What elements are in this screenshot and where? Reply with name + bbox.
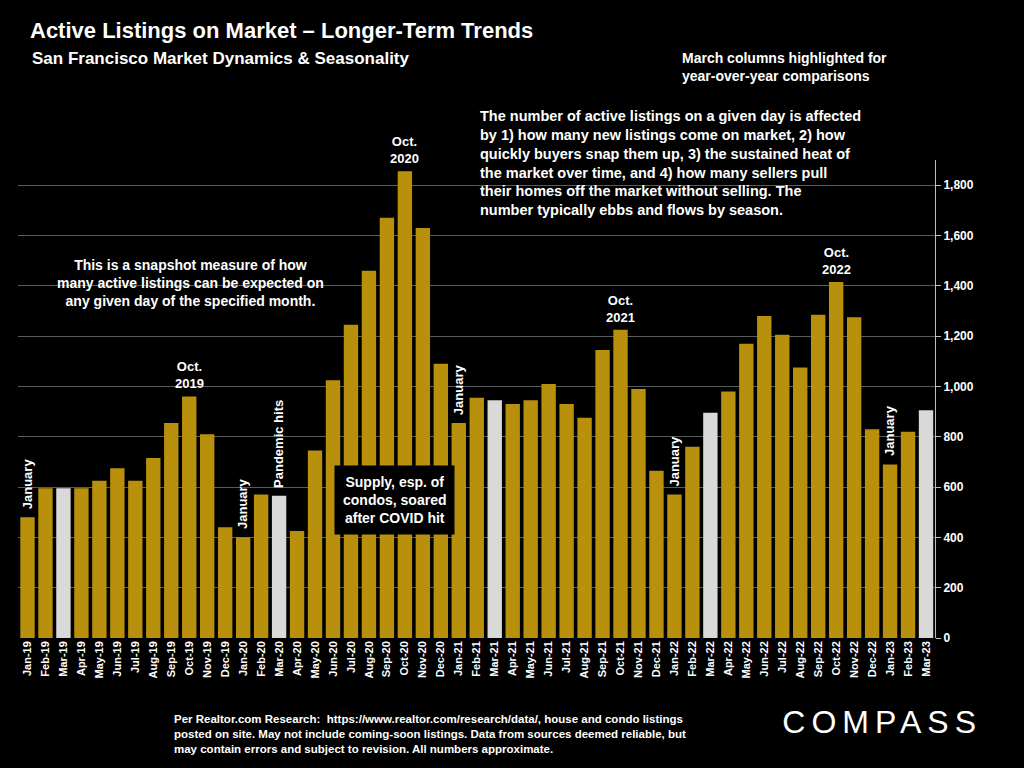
svg-text:Mar-19: Mar-19 (57, 641, 69, 676)
svg-text:Mar-23: Mar-23 (920, 641, 932, 676)
svg-text:Sep-22: Sep-22 (812, 641, 824, 677)
svg-text:Pandemic hits: Pandemic hits (271, 400, 286, 488)
svg-text:Dec-20: Dec-20 (434, 641, 446, 677)
svg-text:Sep-19: Sep-19 (165, 641, 177, 677)
svg-text:Apr-21: Apr-21 (506, 641, 518, 676)
svg-text:May-22: May-22 (740, 641, 752, 678)
svg-text:Aug-19: Aug-19 (147, 641, 159, 678)
svg-text:Nov-19: Nov-19 (201, 641, 213, 678)
svg-text:1,600: 1,600 (943, 229, 973, 243)
svg-text:Feb-19: Feb-19 (39, 641, 51, 676)
svg-text:January: January (882, 405, 897, 456)
svg-text:Feb-21: Feb-21 (470, 641, 482, 676)
svg-text:Active Listings on Market – Lo: Active Listings on Market – Longer-Term … (30, 18, 533, 43)
svg-text:Aug-22: Aug-22 (794, 641, 806, 678)
svg-text:Nov-22: Nov-22 (848, 641, 860, 678)
svg-text:Oct.2021: Oct.2021 (606, 293, 635, 325)
svg-text:Mar-20: Mar-20 (273, 641, 285, 676)
svg-text:400: 400 (943, 531, 963, 545)
svg-text:Jun-22: Jun-22 (758, 641, 770, 676)
svg-text:1,400: 1,400 (943, 279, 973, 293)
svg-text:Apr-22: Apr-22 (722, 641, 734, 676)
svg-text:Apr-19: Apr-19 (75, 641, 87, 676)
svg-text:March columns highlighted fory: March columns highlighted foryear-over-y… (682, 50, 887, 84)
svg-text:The number of active listings: The number of active listings on a given… (480, 108, 861, 218)
svg-text:Nov-21: Nov-21 (632, 641, 644, 678)
svg-text:Oct-20: Oct-20 (398, 641, 410, 675)
svg-text:This is a snapshot measure of: This is a snapshot measure of howmany ac… (57, 257, 324, 309)
svg-text:Dec-19: Dec-19 (219, 641, 231, 677)
svg-text:January: January (20, 459, 35, 510)
svg-text:May-21: May-21 (524, 641, 536, 678)
svg-text:May-19: May-19 (93, 641, 105, 678)
svg-text:January: January (235, 478, 250, 529)
svg-text:600: 600 (943, 480, 963, 494)
svg-text:Jul-21: Jul-21 (560, 641, 572, 673)
svg-text:1,800: 1,800 (943, 178, 973, 192)
svg-text:Feb-23: Feb-23 (902, 641, 914, 676)
svg-text:San Francisco Market Dynamics: San Francisco Market Dynamics & Seasonal… (32, 49, 410, 68)
svg-text:Aug-21: Aug-21 (578, 641, 590, 678)
svg-text:Apr-20: Apr-20 (291, 641, 303, 676)
svg-text:Feb-22: Feb-22 (686, 641, 698, 676)
svg-text:Mar-22: Mar-22 (704, 641, 716, 676)
svg-text:Jun-21: Jun-21 (542, 641, 554, 676)
svg-text:Jun-19: Jun-19 (111, 641, 123, 676)
svg-text:1,200: 1,200 (943, 329, 973, 343)
svg-text:Feb-20: Feb-20 (255, 641, 267, 676)
svg-text:Dec-21: Dec-21 (650, 641, 662, 677)
svg-text:Jul-19: Jul-19 (129, 641, 141, 673)
svg-text:Jul-20: Jul-20 (345, 641, 357, 673)
svg-text:1,000: 1,000 (943, 380, 973, 394)
svg-text:Sep-21: Sep-21 (596, 641, 608, 677)
svg-text:Oct-22: Oct-22 (830, 641, 842, 675)
svg-text:Nov-20: Nov-20 (416, 641, 428, 678)
svg-text:Per Realtor.com Research: htt: Per Realtor.com Research: https://www.re… (174, 713, 686, 755)
svg-text:Jan-22: Jan-22 (668, 641, 680, 676)
svg-text:Jan-19: Jan-19 (21, 641, 33, 676)
svg-text:January: January (451, 365, 466, 416)
svg-text:Oct.2020: Oct.2020 (390, 134, 419, 166)
svg-text:200: 200 (943, 581, 963, 595)
svg-text:Oct-19: Oct-19 (183, 641, 195, 675)
svg-text:Oct.2022: Oct.2022 (822, 245, 851, 277)
svg-text:Jan-20: Jan-20 (237, 641, 249, 676)
svg-text:Sep-20: Sep-20 (380, 641, 392, 677)
svg-text:Jan-21: Jan-21 (452, 641, 464, 676)
svg-text:Dec-22: Dec-22 (866, 641, 878, 677)
svg-text:Oct-21: Oct-21 (614, 641, 626, 675)
svg-text:Oct.2019: Oct.2019 (175, 359, 204, 391)
svg-text:Jul-22: Jul-22 (776, 641, 788, 673)
svg-text:Jun-20: Jun-20 (327, 641, 339, 676)
svg-text:Jan-23: Jan-23 (884, 641, 896, 676)
svg-text:0: 0 (943, 631, 950, 645)
svg-text:May-20: May-20 (309, 641, 321, 678)
svg-text:800: 800 (943, 430, 963, 444)
svg-text:Supply, esp. ofcondos, soareda: Supply, esp. ofcondos, soaredafter COVID… (343, 474, 446, 526)
svg-text:Mar-21: Mar-21 (488, 641, 500, 676)
svg-text:Aug-20: Aug-20 (363, 641, 375, 678)
svg-text:January: January (667, 436, 682, 487)
